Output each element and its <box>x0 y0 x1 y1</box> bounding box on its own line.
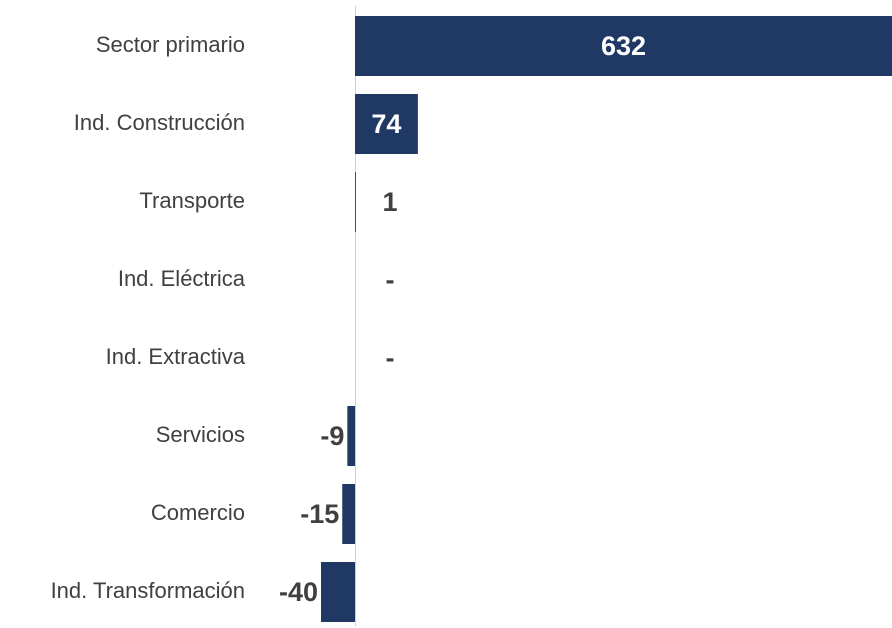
category-label: Ind. Construcción <box>74 110 245 135</box>
category-label: Servicios <box>156 422 245 447</box>
category-label: Ind. Extractiva <box>106 344 246 369</box>
bar <box>321 562 355 622</box>
category-label: Ind. Eléctrica <box>118 266 246 291</box>
category-label: Sector primario <box>96 32 245 57</box>
value-label: - <box>386 343 395 373</box>
value-label: - <box>386 265 395 295</box>
category-label: Ind. Transformación <box>51 578 245 603</box>
category-label: Transporte <box>139 188 245 213</box>
bar <box>355 172 356 232</box>
bar <box>355 16 892 76</box>
value-label: 74 <box>371 109 401 139</box>
value-label: 632 <box>601 31 646 61</box>
value-label: -40 <box>279 577 318 607</box>
value-label: 1 <box>382 187 397 217</box>
bar <box>347 406 355 466</box>
value-label: -9 <box>320 421 344 451</box>
category-label: Comercio <box>151 500 245 525</box>
value-label: -15 <box>300 499 339 529</box>
bar <box>342 484 355 544</box>
bar <box>355 94 418 154</box>
